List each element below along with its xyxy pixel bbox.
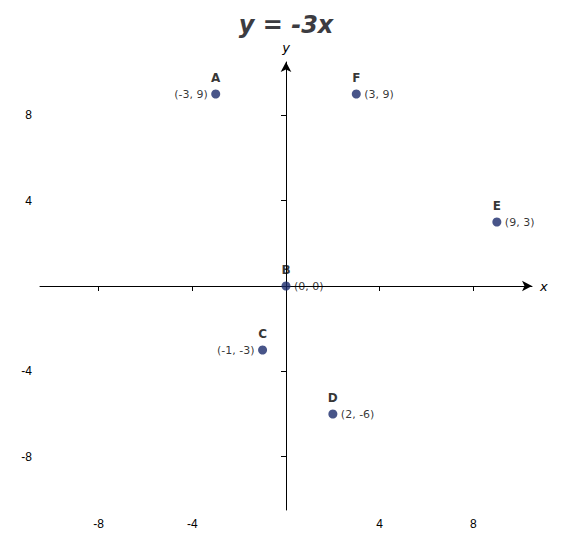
svg-text:4: 4 xyxy=(376,517,383,531)
svg-text:8: 8 xyxy=(25,108,32,122)
svg-text:(-3, 9): (-3, 9) xyxy=(174,88,208,101)
svg-text:-4: -4 xyxy=(21,364,32,378)
svg-text:4: 4 xyxy=(25,194,32,208)
svg-text:D: D xyxy=(328,391,338,405)
svg-text:B: B xyxy=(281,263,290,277)
svg-text:(2, -6): (2, -6) xyxy=(341,408,375,421)
svg-text:-4: -4 xyxy=(187,517,198,531)
svg-text:C: C xyxy=(258,327,267,341)
svg-text:-8: -8 xyxy=(93,517,104,531)
svg-text:E: E xyxy=(493,199,501,213)
svg-text:(-1, -3): (-1, -3) xyxy=(217,344,255,357)
svg-text:y: y xyxy=(281,40,290,55)
svg-text:y = -3x: y = -3x xyxy=(239,11,335,39)
svg-text:F: F xyxy=(352,71,360,85)
svg-text:8: 8 xyxy=(470,517,477,531)
svg-text:(3, 9): (3, 9) xyxy=(364,88,394,101)
svg-text:x: x xyxy=(539,279,548,294)
svg-text:(0, 0): (0, 0) xyxy=(294,280,324,293)
svg-text:A: A xyxy=(211,71,221,85)
svg-text:(9, 3): (9, 3) xyxy=(505,216,535,229)
svg-text:-8: -8 xyxy=(21,450,32,464)
